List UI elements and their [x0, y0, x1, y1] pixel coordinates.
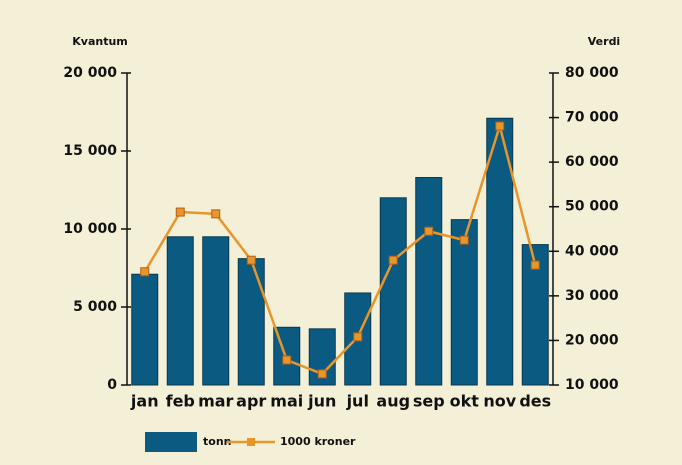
line-marker	[424, 226, 434, 236]
y2-tick-label: 10 000	[565, 377, 619, 393]
legend-label: tonn	[203, 435, 231, 448]
x-tick-label: des	[519, 392, 551, 411]
bar	[166, 236, 194, 386]
line-marker	[140, 267, 150, 277]
x-tick-label: nov	[483, 392, 516, 411]
y-tick-label: 10 000	[63, 221, 117, 237]
line-marker	[317, 369, 327, 379]
x-tick-label: sep	[413, 392, 445, 411]
bar	[379, 197, 407, 386]
legend-swatch	[145, 432, 197, 452]
x-tick-label: jan	[130, 392, 159, 411]
bar	[237, 258, 265, 386]
line-marker	[353, 332, 363, 342]
line-marker	[175, 207, 185, 217]
line-marker	[459, 235, 469, 245]
y-tick-label: 20 000	[63, 65, 117, 81]
line	[143, 121, 537, 376]
line-marker	[211, 209, 221, 219]
y-tick-label: 15 000	[63, 143, 117, 159]
y2-tick-label: 50 000	[565, 199, 619, 215]
x-tick-label: apr	[236, 392, 266, 411]
y2-axis-label: Verdi	[588, 35, 620, 48]
y-tick-label: 0	[107, 377, 117, 393]
y-axis-label: Kvantum	[72, 35, 128, 48]
y2-tick-label: 30 000	[565, 288, 619, 304]
x-tick-label: mai	[270, 392, 303, 411]
x-tick-label: jun	[307, 392, 336, 411]
y2-tick-label: 70 000	[565, 110, 619, 126]
y2-tick-label: 20 000	[565, 332, 619, 348]
line-marker	[530, 260, 540, 270]
x-tick-label: mar	[198, 392, 233, 411]
y-tick-label: 5 000	[73, 299, 117, 315]
x-tick-label: aug	[376, 392, 410, 411]
y2-tick-label: 60 000	[565, 154, 619, 170]
line-marker	[495, 121, 505, 131]
bar	[131, 273, 159, 386]
bar	[202, 236, 230, 386]
y2-tick-label: 40 000	[565, 243, 619, 259]
x-tick-label: okt	[450, 392, 480, 411]
x-tick-label: jul	[346, 392, 369, 411]
bar	[415, 177, 443, 386]
legend-marker	[247, 438, 255, 446]
line-marker	[388, 255, 398, 265]
x-tick-label: feb	[166, 392, 195, 411]
legend-label: 1000 kroner	[280, 435, 356, 448]
line-marker	[246, 255, 256, 265]
y2-tick-label: 80 000	[565, 65, 619, 81]
line-marker	[282, 355, 292, 365]
bar	[450, 219, 478, 386]
